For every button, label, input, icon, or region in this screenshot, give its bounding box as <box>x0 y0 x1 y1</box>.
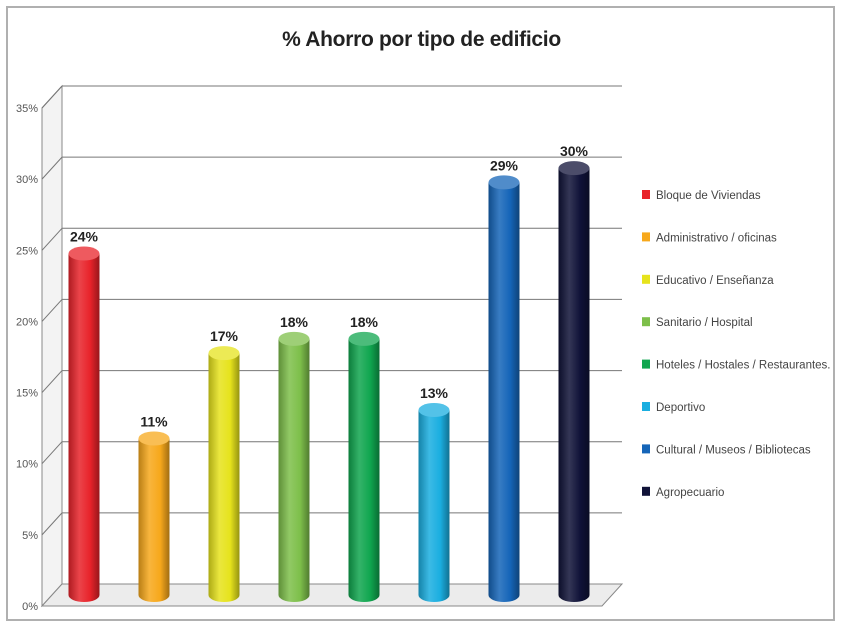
legend-label: Sanitario / Hospital <box>656 317 753 329</box>
data-label: 30% <box>560 143 589 159</box>
data-label: 18% <box>280 314 309 330</box>
bar-body <box>208 353 240 602</box>
bar-cap <box>68 246 100 261</box>
legend-item: Educativo / Enseñanza <box>642 274 774 287</box>
legend: Bloque de Viviendas Administrativo / ofic… <box>642 190 831 499</box>
legend-item: Agropecuario <box>642 486 724 499</box>
bar <box>558 161 590 602</box>
legend-label: Agropecuario <box>656 487 724 499</box>
y-tick-label: 20% <box>16 316 38 328</box>
data-label: 24% <box>70 229 99 245</box>
bar-cap <box>208 346 240 361</box>
bar-body <box>68 253 100 602</box>
legend-swatch <box>642 232 650 242</box>
bar <box>68 246 100 602</box>
gridline-side <box>41 299 63 322</box>
bar-cap <box>278 331 310 346</box>
data-labels: 24% 11% 17% 18% 18% 13% 29% 30% <box>70 143 589 429</box>
bar <box>138 431 170 602</box>
bar-cap <box>558 161 590 176</box>
bar-body <box>558 168 590 602</box>
legend-label: Administrativo / oficinas <box>656 232 777 244</box>
legend-label: Educativo / Enseñanza <box>656 275 774 287</box>
bar <box>208 346 240 602</box>
legend-label: Bloque de Viviendas <box>656 190 761 202</box>
chart-walls <box>40 84 624 608</box>
legend-item: Deportivo <box>642 402 705 414</box>
bar-cap <box>488 175 520 190</box>
bar-cap <box>418 403 450 418</box>
bar-body <box>418 410 450 602</box>
bar-cap <box>348 331 380 346</box>
gridline-side <box>41 156 63 180</box>
data-label: 13% <box>420 385 449 401</box>
bar-cap <box>138 431 170 446</box>
floor <box>40 583 624 607</box>
legend-label: Hoteles / Hostales / Restaurantes. <box>656 360 831 372</box>
gridline-side <box>41 227 63 251</box>
legend-swatch <box>642 274 650 284</box>
data-label: 29% <box>490 157 519 173</box>
legend-swatch <box>642 486 650 496</box>
bar-body <box>278 338 310 602</box>
y-axis-ticks: 0% 5% 10% 15% 20% 25% 30% 35% <box>16 103 38 613</box>
y-tick-label: 0% <box>22 601 38 613</box>
legend-item: Administrativo / oficinas <box>642 232 777 244</box>
legend-swatch <box>642 317 650 327</box>
data-label: 17% <box>210 328 239 344</box>
legend-swatch <box>642 444 650 454</box>
legend-item: Cultural / Museos / Bibliotecas <box>642 444 811 456</box>
y-tick-label: 5% <box>22 530 38 542</box>
chart-title: % Ahorro por tipo de edificio <box>282 28 561 51</box>
gridline-side <box>41 441 63 465</box>
legend-item: Hoteles / Hostales / Restaurantes. <box>642 359 831 372</box>
y-tick-label: 25% <box>16 245 38 257</box>
legend-swatch <box>642 402 650 411</box>
data-label: 11% <box>140 413 168 429</box>
data-label: 18% <box>350 314 379 330</box>
bar-body <box>488 182 520 602</box>
bar-body <box>348 338 380 602</box>
y-tick-label: 10% <box>16 459 38 471</box>
legend-item: Sanitario / Hospital <box>642 317 753 329</box>
legend-swatch <box>642 190 650 199</box>
legend-label: Cultural / Museos / Bibliotecas <box>656 444 811 456</box>
y-tick-label: 35% <box>16 103 38 115</box>
bar <box>488 175 520 602</box>
legend-item: Bloque de Viviendas <box>642 190 761 202</box>
side-wall <box>41 84 63 608</box>
legend-swatch <box>642 359 650 369</box>
gridline-side <box>41 370 63 393</box>
gridline-side <box>41 512 63 536</box>
legend-label: Deportivo <box>656 402 705 414</box>
bar-body <box>138 438 170 602</box>
y-tick-label: 30% <box>16 174 38 186</box>
bar <box>418 403 450 602</box>
bar <box>278 331 310 602</box>
bar <box>348 331 380 602</box>
gridline-side <box>41 85 63 109</box>
bars <box>68 161 590 602</box>
y-tick-label: 15% <box>16 388 38 400</box>
